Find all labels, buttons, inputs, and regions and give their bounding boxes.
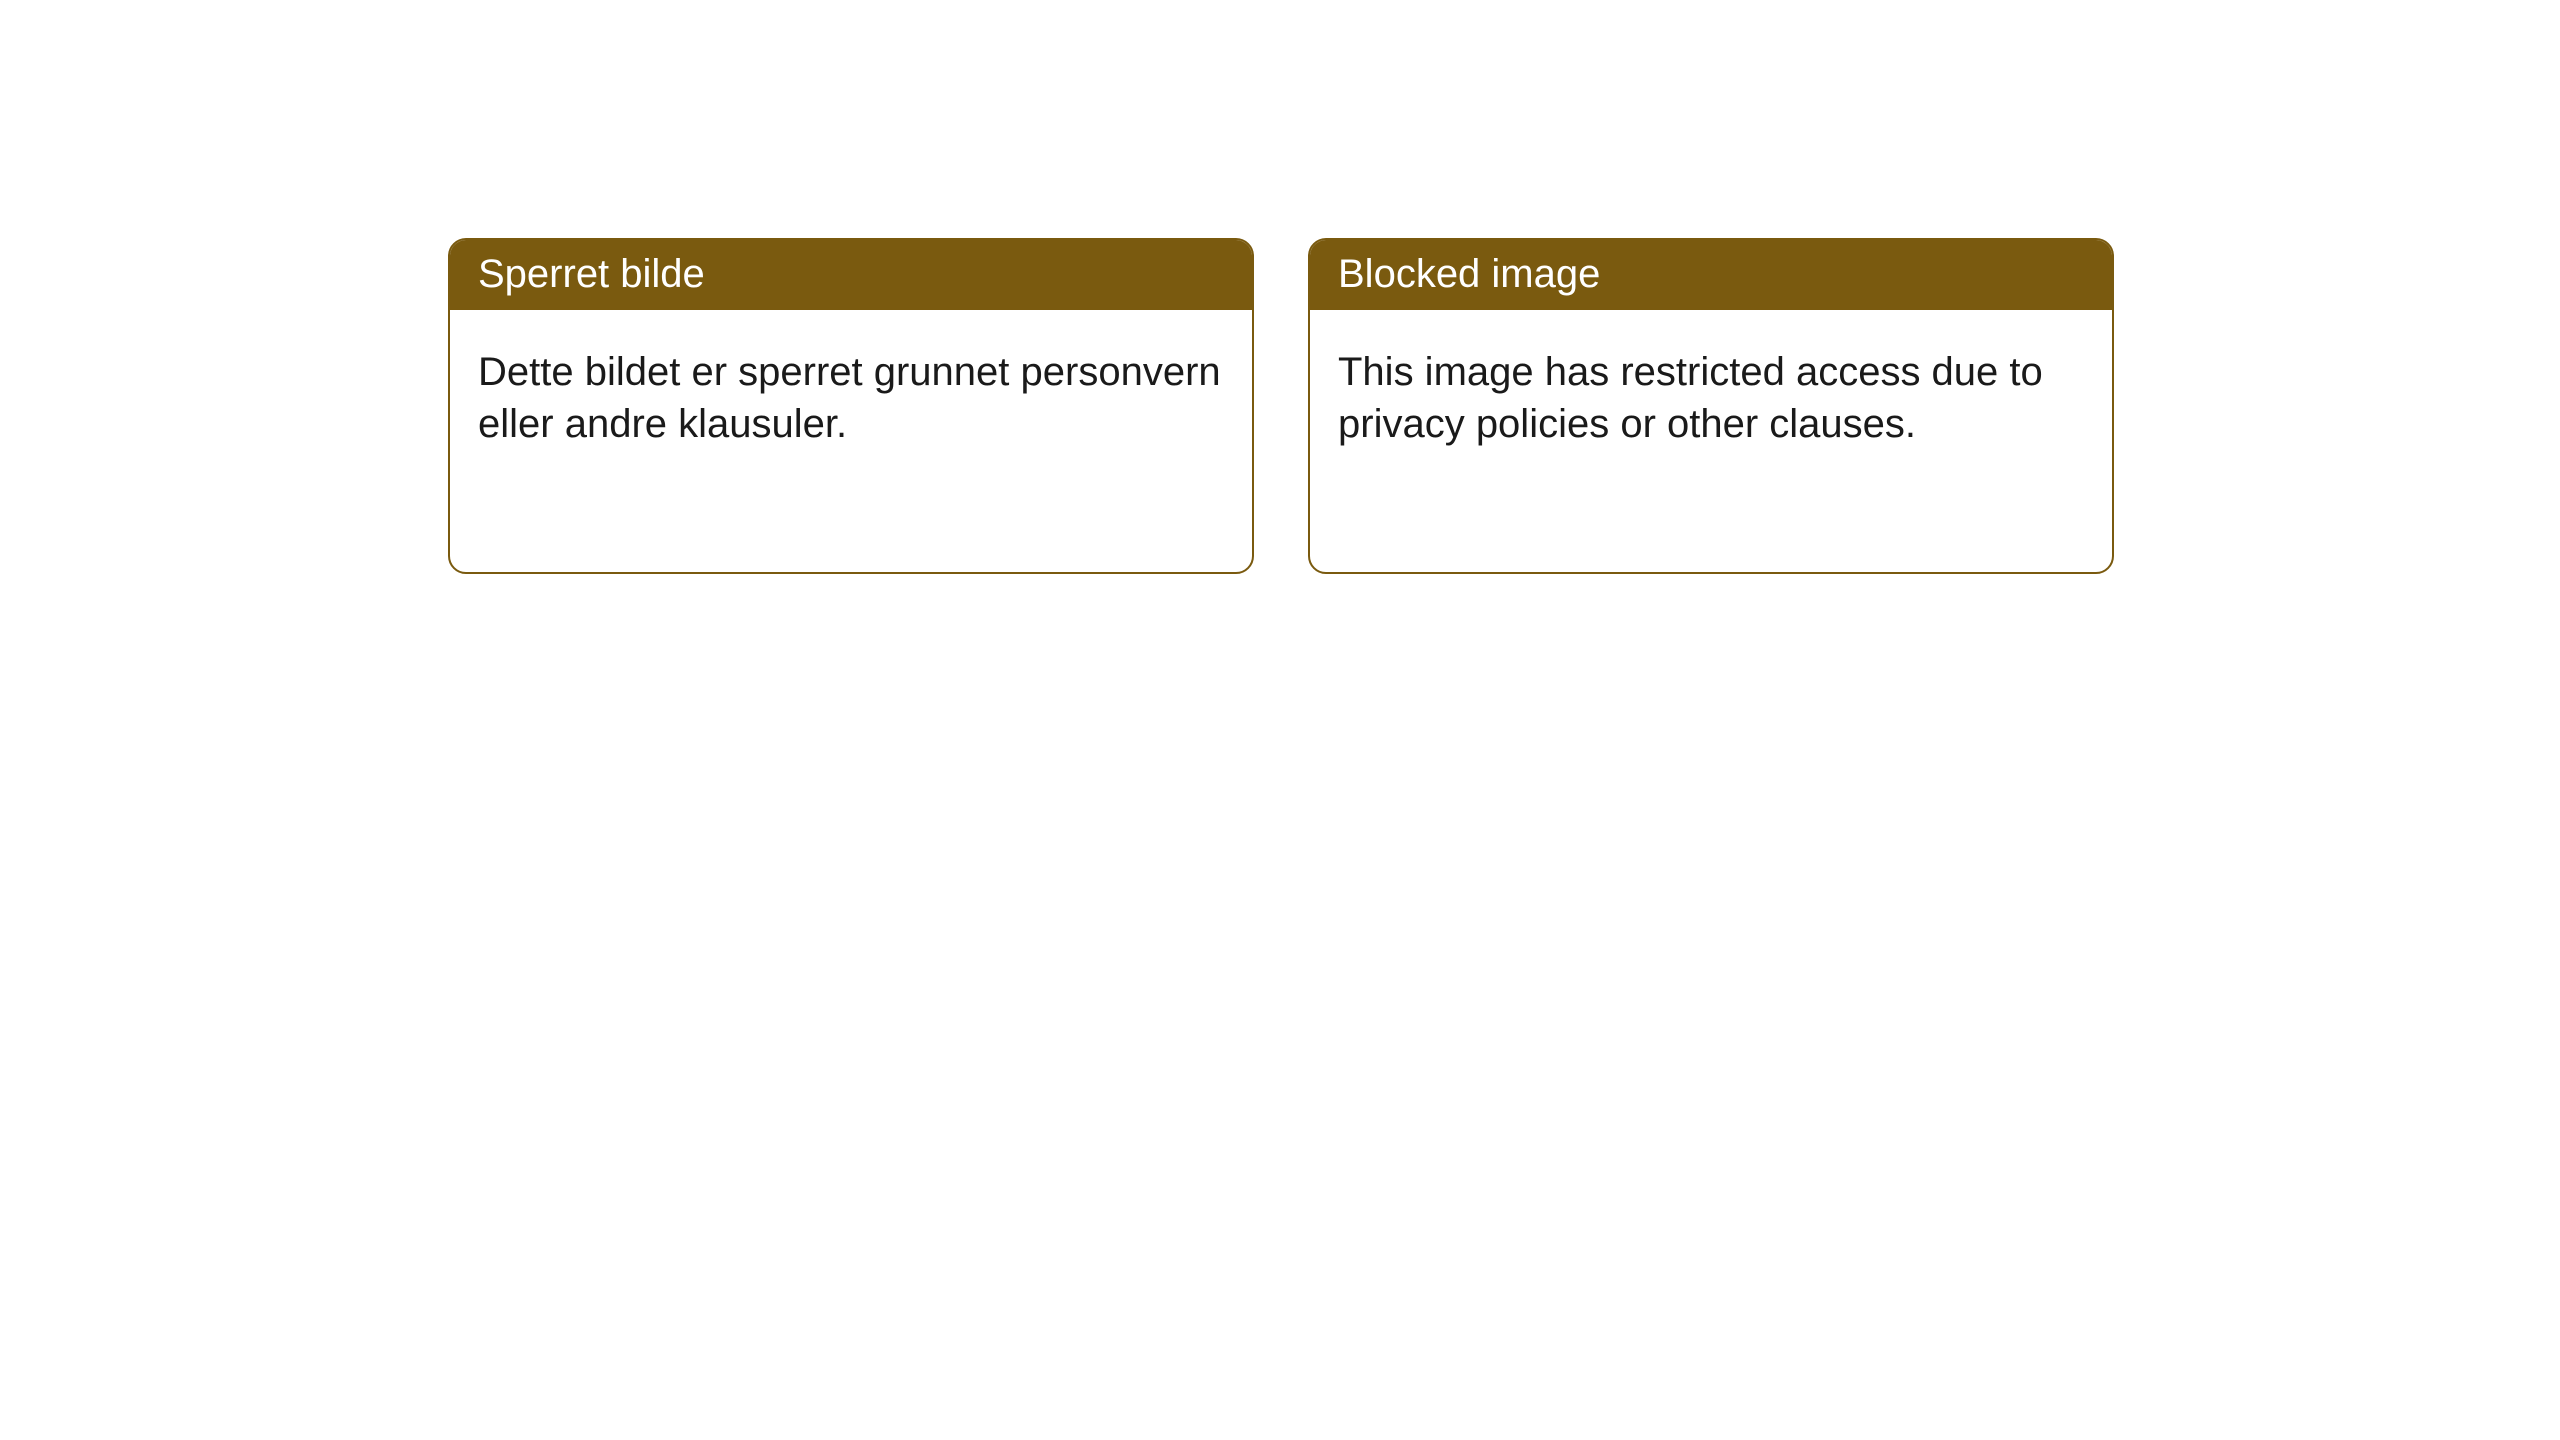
notice-body-en: This image has restricted access due to …	[1310, 310, 2112, 478]
notice-card-en: Blocked image This image has restricted …	[1308, 238, 2114, 574]
notice-body-no: Dette bildet er sperret grunnet personve…	[450, 310, 1252, 478]
notice-card-no: Sperret bilde Dette bildet er sperret gr…	[448, 238, 1254, 574]
notice-title-no: Sperret bilde	[450, 240, 1252, 310]
notice-title-en: Blocked image	[1310, 240, 2112, 310]
notice-container: Sperret bilde Dette bildet er sperret gr…	[448, 238, 2114, 574]
